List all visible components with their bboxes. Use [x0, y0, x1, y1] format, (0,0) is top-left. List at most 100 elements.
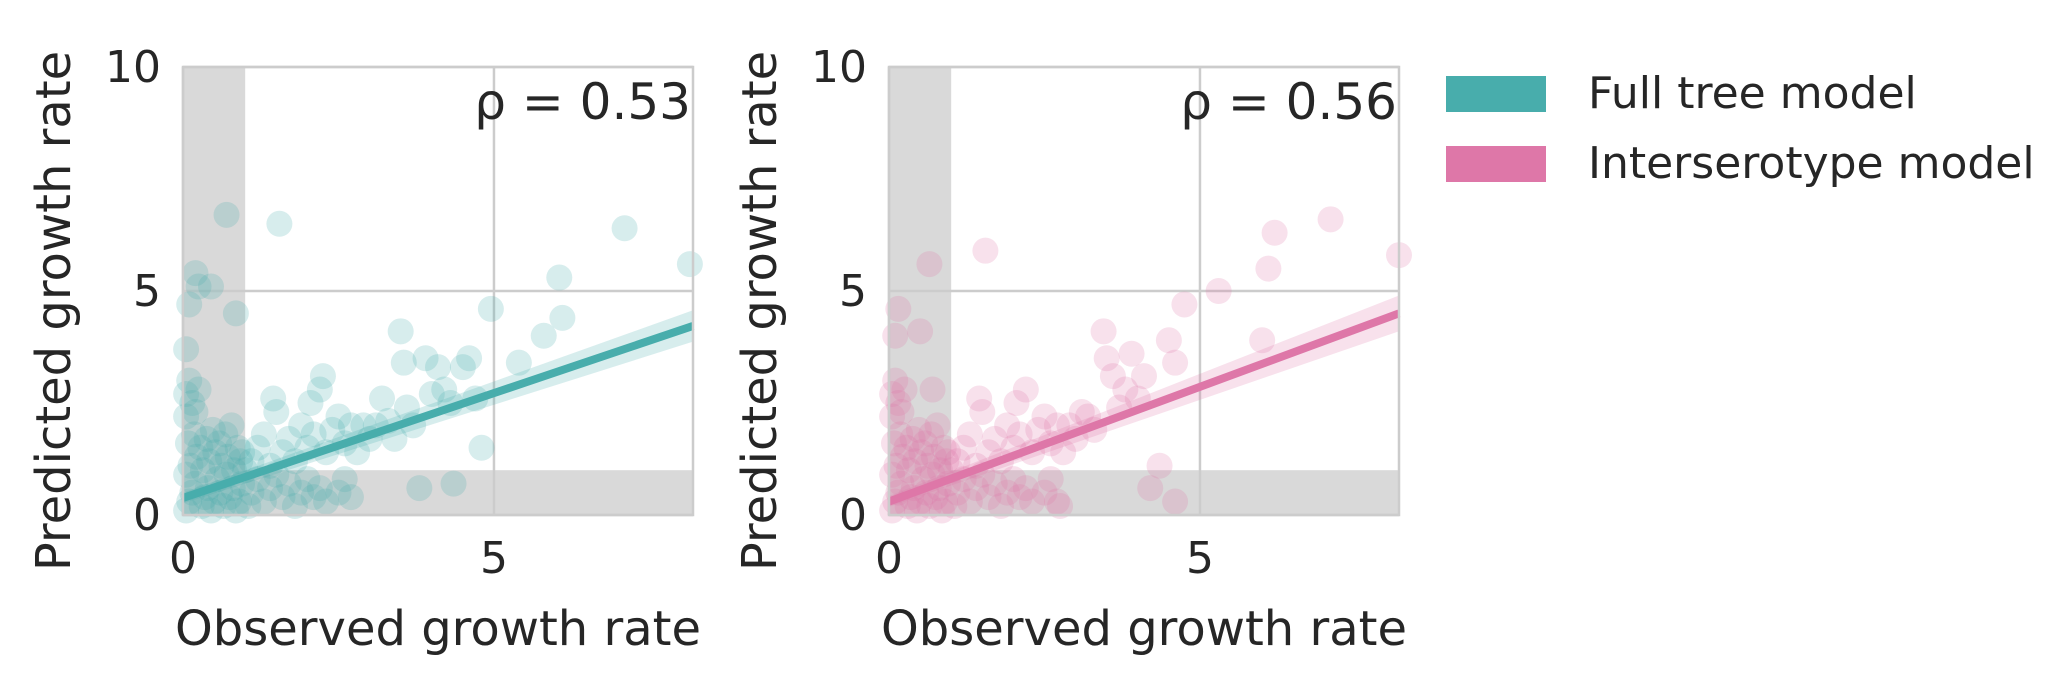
panel-1-point — [440, 470, 467, 497]
panel-2-point — [941, 493, 968, 520]
panel-2-shade-y — [889, 470, 1399, 515]
panel-1-point — [260, 385, 287, 412]
panel-2-frame — [887, 65, 1401, 517]
panel-2-point — [1317, 206, 1344, 233]
panel-2-point — [891, 376, 918, 403]
panel-1-point — [212, 421, 239, 448]
panel-2-point — [987, 493, 1014, 520]
panel-2-ytick-label: 0 — [839, 490, 867, 541]
panel-1-point — [468, 434, 495, 461]
panel-2-point — [1006, 421, 1033, 448]
panel-1-point — [306, 475, 333, 502]
panel-1-point — [549, 304, 576, 331]
panel-1-point — [275, 470, 302, 497]
panel-1-xtick-label: 5 — [480, 533, 508, 584]
panel-1-point — [281, 493, 308, 520]
panel-2-point — [928, 497, 955, 524]
panel-1-shade-y — [183, 470, 693, 515]
panel-1-point — [294, 466, 321, 493]
panel-1-point — [412, 345, 439, 372]
panel-2-point — [931, 488, 958, 515]
panel-2-point — [963, 475, 990, 502]
panel-2-point — [1025, 416, 1052, 443]
panel-1-point — [250, 421, 277, 448]
panel-1-point — [269, 484, 296, 511]
panel-1-point — [181, 421, 208, 448]
panel-2-point — [994, 412, 1021, 439]
panel-1-point — [173, 381, 200, 408]
panel-2-point — [879, 497, 906, 524]
panel-2-point — [916, 493, 943, 520]
panel-1-point — [505, 349, 532, 376]
panel-2-point — [899, 425, 926, 452]
panel-2-point — [918, 421, 945, 448]
panel-1-ytick-label: 10 — [105, 42, 161, 93]
panel-2-point — [916, 251, 943, 278]
panel-1-point — [173, 461, 200, 488]
panel-2-point — [879, 403, 906, 430]
panel-2-x-axis-label: Observed growth rate — [881, 601, 1407, 657]
panel-2-y-axis-label: Predicted growth rate — [732, 51, 788, 571]
panel-1-x-axis-label: Observed growth rate — [175, 601, 701, 657]
panel-2-point — [930, 434, 957, 461]
panel-1-rho-annotation: ρ = 0.53 — [474, 73, 691, 131]
legend-swatch-full-tree — [1446, 75, 1546, 112]
panel-1-y-axis-label: Predicted growth rate — [26, 51, 82, 571]
panel-1-point — [222, 300, 249, 327]
panel-2-ytick-label: 5 — [839, 266, 867, 317]
panel-1-ytick-label: 5 — [133, 266, 161, 317]
panel-2-rho-annotation: ρ = 0.56 — [1180, 73, 1397, 131]
panel-2-point — [879, 461, 906, 488]
panel-1-point — [182, 398, 209, 425]
panel-1-point — [325, 479, 352, 506]
panel-1-point — [210, 493, 237, 520]
panel-2-point — [920, 443, 947, 470]
panel-2-point — [895, 457, 922, 484]
panel-2-point — [944, 479, 971, 506]
panel-2-point — [905, 416, 932, 443]
panel-2-point — [1031, 403, 1058, 430]
panel-1-point — [238, 479, 265, 506]
panel-2-point — [908, 439, 935, 466]
panel-1-point — [235, 493, 262, 520]
panel-2-point — [924, 412, 951, 439]
panel-2-point — [933, 448, 960, 475]
panel-2-point — [885, 295, 912, 322]
panel-2-point — [912, 430, 939, 457]
panel-1-ytick-label: 0 — [133, 490, 161, 541]
panel-2-point — [1171, 291, 1198, 318]
panel-2-point — [879, 381, 906, 408]
panel-2-point — [1043, 488, 1070, 515]
panel-2-point — [1118, 340, 1145, 367]
panel-1-point — [174, 430, 201, 457]
panel-1-point — [344, 439, 371, 466]
panel-1-point — [530, 322, 557, 349]
panel-1-point — [224, 434, 251, 461]
panel-1-point — [185, 273, 212, 300]
panel-2-point — [1146, 452, 1173, 479]
panel-2-point — [1205, 278, 1232, 304]
panel-2-point — [903, 497, 930, 524]
panel-1-frame — [181, 65, 695, 517]
panel-1-point — [227, 448, 254, 475]
panel-1-xtick-label: 0 — [169, 533, 197, 584]
panel-2-point — [1012, 376, 1039, 403]
panel-1-point — [431, 376, 458, 403]
panel-2-point — [966, 385, 993, 412]
panel-1-point — [449, 354, 476, 381]
panel-2-point — [914, 452, 941, 479]
panel-2-point — [882, 322, 909, 349]
panel-1-point — [477, 295, 504, 322]
panel-1-point — [182, 260, 209, 287]
panel-2-point — [885, 390, 912, 416]
panel-1-point — [193, 425, 220, 452]
panel-1-point — [425, 354, 451, 381]
panel-1-point — [185, 376, 212, 403]
panel-1-point — [225, 488, 252, 515]
panel-2-point — [975, 484, 1002, 511]
panel-1-point — [546, 264, 573, 291]
panel-2-point — [893, 434, 920, 461]
panel-2-point — [1000, 466, 1027, 493]
panel-2-xtick-label: 0 — [875, 533, 903, 584]
panel-2-point — [887, 421, 914, 448]
